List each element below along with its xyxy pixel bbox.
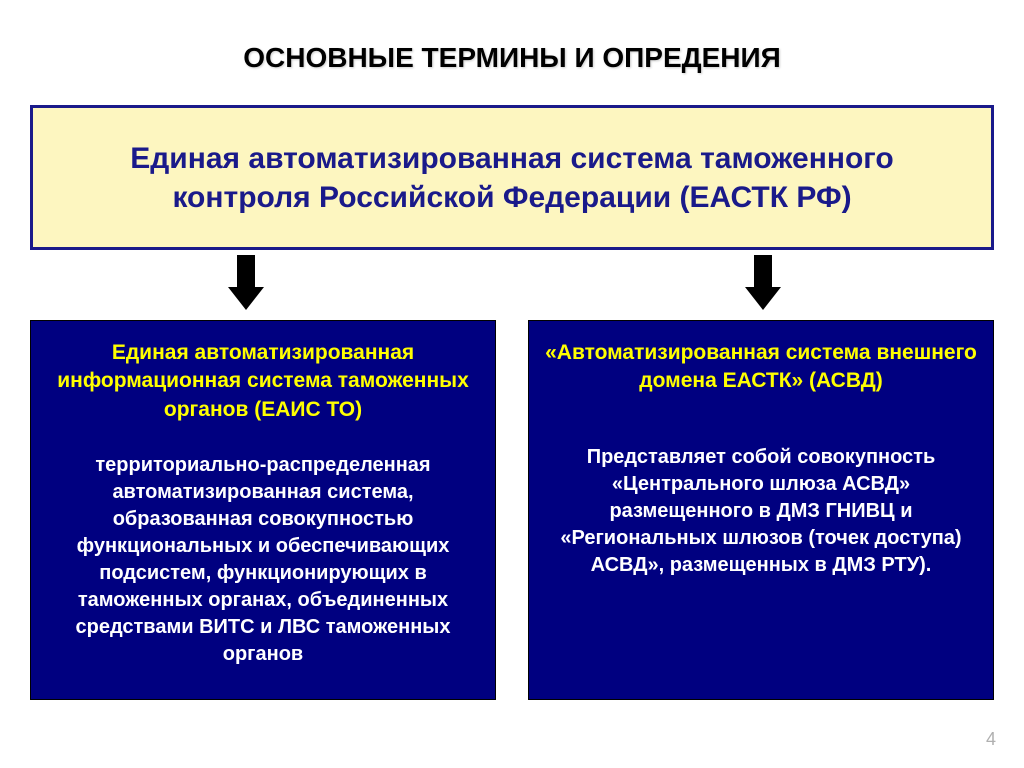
- right-box-heading: «Автоматизированная система внешнего дом…: [543, 339, 979, 396]
- right-box-body: Представляет собой совокупность «Централ…: [543, 444, 979, 579]
- left-definition-box: Единая автоматизированная информационная…: [30, 320, 496, 700]
- left-box-body: территориально-распределенная автоматизи…: [45, 452, 481, 668]
- arrow-right-icon: [745, 255, 781, 310]
- slide-title: ОСНОВНЫЕ ТЕРМИНЫ И ОПРЕДЕНИЯ: [0, 0, 1024, 74]
- right-definition-box: «Автоматизированная система внешнего дом…: [528, 320, 994, 700]
- top-box-text: Единая автоматизированная система таможе…: [63, 139, 961, 217]
- arrow-left-icon: [228, 255, 264, 310]
- top-definition-box: Единая автоматизированная система таможе…: [30, 105, 994, 250]
- left-box-heading: Единая автоматизированная информационная…: [45, 339, 481, 424]
- slide-number: 4: [986, 729, 996, 750]
